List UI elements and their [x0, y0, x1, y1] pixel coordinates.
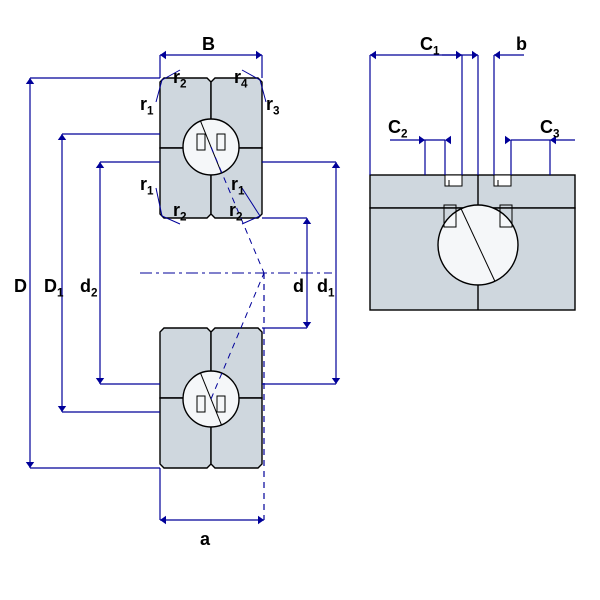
label-D: D — [14, 277, 27, 295]
label-r3-top-right: r3 — [266, 95, 280, 113]
label-a: a — [200, 530, 210, 548]
label-C3: C3 — [540, 118, 560, 136]
label-C2: C2 — [388, 118, 408, 136]
label-r1-top-left: r1 — [140, 95, 154, 113]
label-b: b — [516, 35, 527, 53]
label-D1: D1 — [44, 277, 64, 295]
label-r1-in-right: r1 — [231, 175, 245, 193]
diagram-canvas: B D D1 d2 d d1 a r2 r4 r1 r3 r1 r1 r2 r2… — [0, 0, 600, 600]
label-B: B — [202, 35, 215, 53]
label-d: d — [293, 277, 304, 295]
label-r4-top-right: r4 — [234, 68, 248, 86]
label-r1-in-left: r1 — [140, 175, 154, 193]
label-d1: d1 — [317, 277, 335, 295]
diagram-svg — [0, 0, 600, 600]
label-r2-in-left: r2 — [173, 201, 187, 219]
label-r2-top-left: r2 — [173, 68, 187, 86]
label-d2: d2 — [80, 277, 98, 295]
label-r2-in-right: r2 — [229, 201, 243, 219]
label-C1: C1 — [420, 35, 440, 53]
